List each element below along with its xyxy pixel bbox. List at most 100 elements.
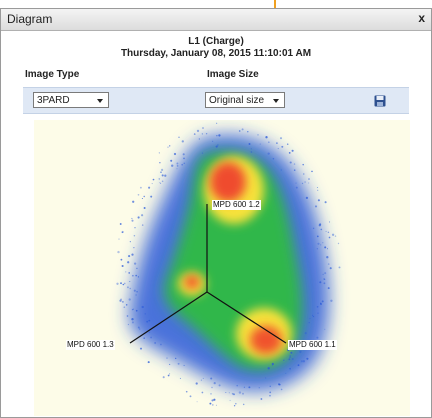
speckle-dot	[201, 152, 204, 154]
speckle-dot	[265, 377, 267, 379]
speckle-dot	[173, 152, 177, 156]
speckle-dot	[144, 313, 146, 315]
speckle-dot	[162, 376, 165, 379]
speckle-dot	[312, 227, 315, 230]
accent-line	[274, 0, 276, 8]
speckle-dot	[125, 304, 128, 306]
speckle-dot	[293, 169, 296, 171]
speckle-dot	[161, 174, 164, 177]
image-type-label: Image Type	[25, 69, 80, 80]
speckle-dot	[128, 298, 131, 301]
speckle-dot	[125, 271, 127, 273]
speckle-dot	[135, 294, 137, 296]
speckle-dot	[308, 322, 310, 324]
speckle-dot	[160, 182, 162, 184]
speckle-dot	[126, 286, 129, 289]
speckle-dot	[129, 241, 131, 243]
speckle-dot	[280, 169, 282, 171]
speckle-dot	[317, 199, 320, 202]
speckle-dot	[234, 402, 237, 405]
speckle-dot	[327, 287, 330, 290]
speckle-dot	[317, 189, 319, 191]
speckle-dot	[319, 223, 322, 226]
speckle-dot	[242, 403, 245, 406]
speckle-dot	[215, 145, 218, 148]
speckle-dot	[119, 299, 122, 302]
floppy-disk-icon	[374, 95, 386, 107]
speckle-dot	[209, 402, 212, 405]
speckle-dot	[317, 312, 319, 314]
speckle-dot	[137, 193, 140, 196]
speckle-dot	[178, 136, 180, 138]
speckle-dot	[139, 328, 141, 330]
speckle-dot	[258, 386, 261, 389]
speckle-dot	[177, 362, 180, 365]
speckle-dot	[123, 306, 126, 309]
speckle-dot	[183, 157, 185, 160]
diagram-header: L1 (Charge) Thursday, January 08, 2015 1…	[1, 31, 431, 60]
speckle-dot	[317, 242, 320, 245]
speckle-dot	[171, 164, 174, 167]
speckle-dot	[304, 181, 306, 183]
speckle-dot	[328, 221, 331, 223]
speckle-dot	[238, 391, 242, 394]
speckle-dot	[133, 262, 137, 265]
speckle-dot	[267, 152, 270, 155]
speckle-dot	[148, 319, 151, 322]
density-cloud	[116, 122, 341, 407]
speckle-dot	[175, 357, 177, 360]
image-size-value: Original size	[209, 95, 265, 106]
speckle-dot	[158, 152, 160, 154]
speckle-dot	[122, 283, 124, 286]
speckle-dot	[324, 328, 326, 330]
speckle-dot	[200, 379, 202, 381]
window-title: Diagram	[7, 12, 53, 26]
speckle-dot	[312, 315, 315, 318]
save-button[interactable]	[374, 94, 386, 107]
speckle-dot	[324, 272, 327, 275]
speckle-dot	[211, 404, 214, 406]
speckle-dot	[334, 235, 337, 237]
speckle-dot	[195, 382, 198, 385]
speckle-dot	[143, 207, 146, 209]
speckle-dot	[141, 197, 143, 200]
speckle-dot	[260, 398, 263, 400]
speckle-dot	[181, 140, 184, 143]
speckle-dot	[134, 227, 136, 229]
speckle-dot	[176, 162, 179, 165]
speckle-dot	[291, 149, 294, 152]
speckle-dot	[211, 386, 213, 389]
speckle-dot	[291, 357, 294, 361]
speckle-dot	[225, 391, 227, 394]
speckle-dot	[280, 388, 283, 391]
speckle-dot	[131, 321, 134, 324]
speckle-dot	[319, 281, 322, 284]
speckle-dot	[330, 299, 333, 302]
speckle-dot	[159, 162, 161, 164]
speckle-dot	[132, 308, 134, 310]
speckle-dot	[288, 358, 291, 361]
speckle-dot	[303, 173, 305, 175]
speckle-dot	[166, 357, 168, 359]
speckle-dot	[286, 143, 289, 145]
speckle-dot	[229, 399, 231, 401]
close-icon[interactable]: x	[418, 11, 425, 25]
speckle-dot	[137, 216, 140, 219]
speckle-dot	[328, 236, 331, 239]
speckle-dot	[320, 244, 322, 246]
speckle-dot	[316, 336, 319, 339]
speckle-dot	[128, 272, 131, 274]
image-size-select[interactable]: Original size	[205, 92, 285, 108]
image-type-select[interactable]: 3PARD	[33, 92, 109, 108]
speckle-dot	[148, 331, 151, 334]
speckle-dot	[129, 280, 131, 283]
speckle-dot	[326, 248, 329, 250]
speckle-dot	[119, 223, 122, 225]
speckle-dot	[121, 231, 123, 233]
timestamp: Thursday, January 08, 2015 11:10:01 AM	[120, 48, 312, 59]
speckle-dot	[116, 282, 119, 285]
speckle-dot	[300, 360, 303, 363]
axis-line-mpd-1-1	[206, 291, 287, 344]
speckle-dot	[127, 261, 130, 264]
speckle-dot	[131, 309, 133, 311]
